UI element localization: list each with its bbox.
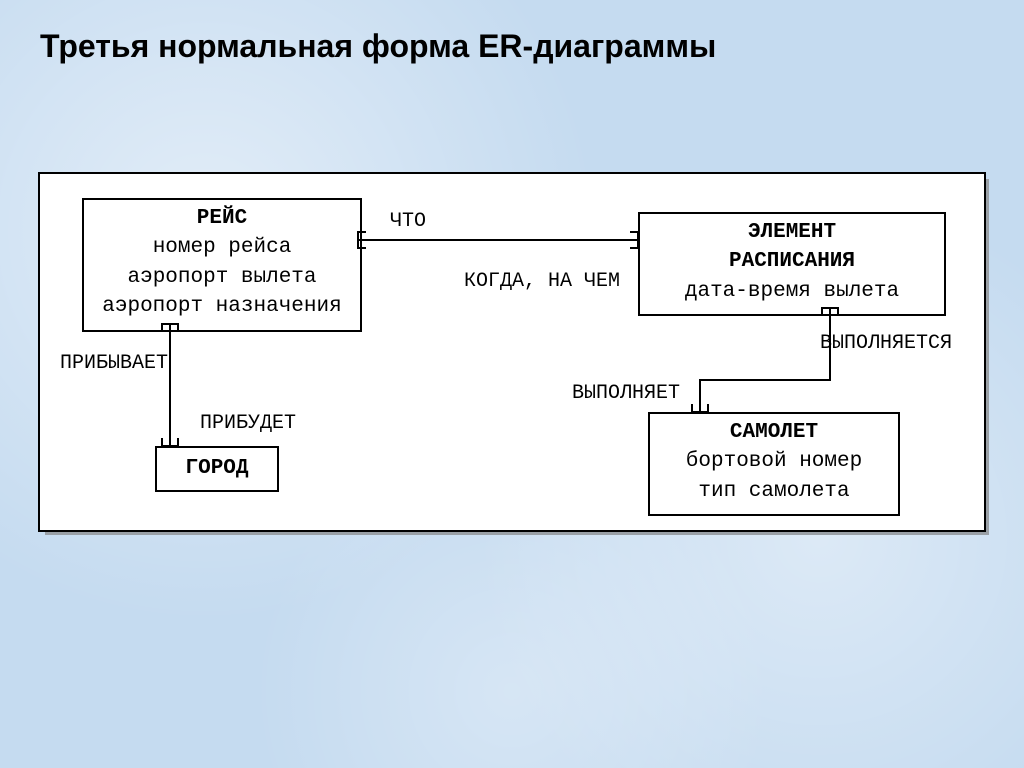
edge-label-chto: ЧТО <box>390 210 426 233</box>
edge-label-vypolnyaet: ВЫПОЛНЯЕТ <box>572 382 680 405</box>
entity-city: ГОРОД <box>155 446 279 492</box>
edge-label-pribyvaet: ПРИБЫВАЕТ <box>60 352 168 375</box>
edge-label-pribudet: ПРИБУДЕТ <box>200 412 296 435</box>
entity-flight-attr: аэропорт назначения <box>84 292 360 321</box>
entity-plane: САМОЛЕТ бортовой номер тип самолета <box>648 412 900 516</box>
entity-flight-attr: номер рейса <box>84 233 360 262</box>
entity-city-title: ГОРОД <box>185 454 248 483</box>
entity-schedule-attr: дата-время вылета <box>640 277 944 306</box>
entity-flight-title: РЕЙС <box>84 204 360 233</box>
entity-plane-title: САМОЛЕТ <box>650 418 898 447</box>
entity-flight: РЕЙС номер рейса аэропорт вылета аэропор… <box>82 198 362 332</box>
page-title: Третья нормальная форма ER-диаграммы <box>40 28 716 65</box>
edge-label-vypolnyaetsya: ВЫПОЛНЯЕТСЯ <box>820 332 952 355</box>
edge-label-kogda: КОГДА, НА ЧЕМ <box>464 270 620 293</box>
entity-plane-attr: бортовой номер <box>650 447 898 476</box>
entity-flight-attr: аэропорт вылета <box>84 263 360 292</box>
entity-schedule-title: ЭЛЕМЕНТ <box>640 218 944 247</box>
entity-schedule: ЭЛЕМЕНТ РАСПИСАНИЯ дата-время вылета <box>638 212 946 316</box>
entity-plane-attr: тип самолета <box>650 477 898 506</box>
entity-schedule-title2: РАСПИСАНИЯ <box>640 247 944 276</box>
